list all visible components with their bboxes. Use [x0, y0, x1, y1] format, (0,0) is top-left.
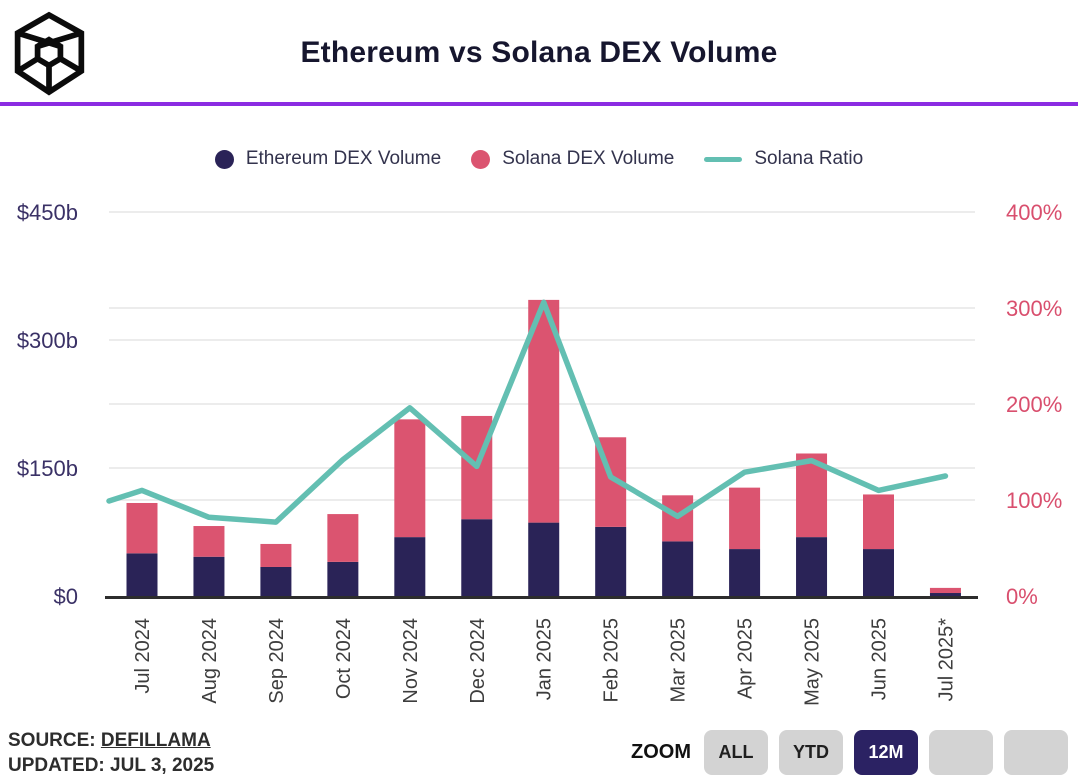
bar-solana[interactable]: [528, 299, 560, 523]
source-block: SOURCE: DEFILLAMA UPDATED: JUL 3, 2025: [8, 728, 214, 778]
y-axis-label-right: 0%: [1006, 584, 1038, 609]
legend-label: Ethereum DEX Volume: [245, 148, 442, 169]
zoom-label: ZOOM: [631, 741, 691, 763]
bar-solana[interactable]: [863, 494, 894, 550]
bar-ethereum[interactable]: [528, 522, 560, 596]
source-label: SOURCE:: [8, 730, 96, 751]
zoom-button-empty-4[interactable]: [1004, 730, 1068, 775]
bar-solana[interactable]: [260, 543, 292, 567]
x-axis-label: Jun 2025: [869, 618, 891, 700]
legend-label: Solana DEX Volume: [502, 148, 675, 169]
ratio-line[interactable]: [106, 299, 949, 525]
bar-ethereum[interactable]: [863, 549, 894, 596]
x-axis-label: Aug 2024: [199, 618, 221, 704]
bar-ethereum[interactable]: [796, 537, 828, 596]
y-axis-label-right: 300%: [1006, 296, 1062, 321]
zoom-button-empty-3[interactable]: [929, 730, 993, 775]
bar-ethereum[interactable]: [260, 566, 292, 596]
x-axis-label: Jan 2025: [534, 618, 556, 700]
bar-ethereum[interactable]: [327, 561, 359, 596]
bar-solana[interactable]: [729, 487, 761, 550]
updated-line: UPDATED: JUL 3, 2025: [8, 755, 215, 776]
bar-ethereum[interactable]: [729, 549, 761, 596]
bar-ethereum[interactable]: [929, 593, 961, 596]
y-axis-label-left: $0: [54, 584, 78, 609]
legend-line-swatch: [704, 156, 743, 162]
y-axis-label-left: $300b: [17, 328, 78, 353]
x-axis-label: Apr 2025: [735, 618, 757, 699]
x-axis-label: Sep 2024: [266, 618, 288, 704]
legend-item-solana-ratio[interactable]: Solana Ratio: [704, 148, 863, 170]
legend-item-ethereum-dex-volume[interactable]: Ethereum DEX Volume: [214, 148, 442, 170]
x-axis-label: Nov 2024: [400, 618, 422, 704]
x-axis-label: Oct 2024: [333, 618, 355, 699]
legend-dot-swatch: [214, 149, 234, 169]
y-axis-label-right: 200%: [1006, 392, 1062, 417]
bar-ethereum[interactable]: [662, 541, 694, 596]
y-axis-label-right: 100%: [1006, 488, 1062, 513]
bar-solana[interactable]: [126, 502, 158, 554]
bar-solana[interactable]: [327, 514, 359, 562]
source-link[interactable]: DEFILLAMA: [100, 730, 211, 751]
bar-ethereum[interactable]: [595, 526, 627, 596]
legend-label: Solana Ratio: [754, 148, 864, 169]
block-cube-logo: [14, 11, 85, 96]
x-axis-label: Feb 2025: [601, 618, 623, 703]
accent-divider: [0, 102, 1078, 106]
page-title: Ethereum vs Solana DEX Volume: [300, 36, 778, 69]
zoom-button-all[interactable]: ALL: [704, 730, 768, 775]
chart-legend: Ethereum DEX Volume Solana DEX Volume Sola…: [0, 148, 1078, 170]
zoom-control: ZOOM ALL YTD 12M: [631, 730, 1068, 775]
chart-area: $0 $150b $300b $450b 0% 100% 200% 300% 400% Jul 2…: [0, 190, 1078, 730]
x-axis-label: May 2025: [802, 618, 824, 706]
legend-item-solana-dex-volume[interactable]: Solana DEX Volume: [471, 148, 674, 170]
x-axis-label: Jul 2025*: [935, 618, 957, 702]
bar-ethereum[interactable]: [394, 537, 426, 596]
x-axis-label: Dec 2024: [467, 618, 489, 704]
legend-dot-swatch: [471, 149, 491, 169]
x-axis-label: Jul 2024: [132, 618, 154, 694]
zoom-button-ytd[interactable]: YTD: [779, 730, 843, 775]
x-axis-label: Mar 2025: [668, 618, 690, 703]
bar-ethereum[interactable]: [193, 556, 225, 596]
y-axis-label-left: $450b: [17, 200, 78, 225]
bar-solana[interactable]: [193, 526, 225, 557]
bar-solana[interactable]: [929, 587, 961, 594]
source-line: SOURCE: DEFILLAMA: [8, 728, 214, 753]
bar-solana[interactable]: [394, 419, 426, 538]
bar-ethereum[interactable]: [461, 519, 493, 596]
zoom-button-12m[interactable]: 12M: [854, 730, 918, 775]
y-axis-label-left: $150b: [17, 456, 78, 481]
bar-ethereum[interactable]: [126, 553, 158, 596]
y-axis-label-right: 400%: [1006, 200, 1062, 225]
